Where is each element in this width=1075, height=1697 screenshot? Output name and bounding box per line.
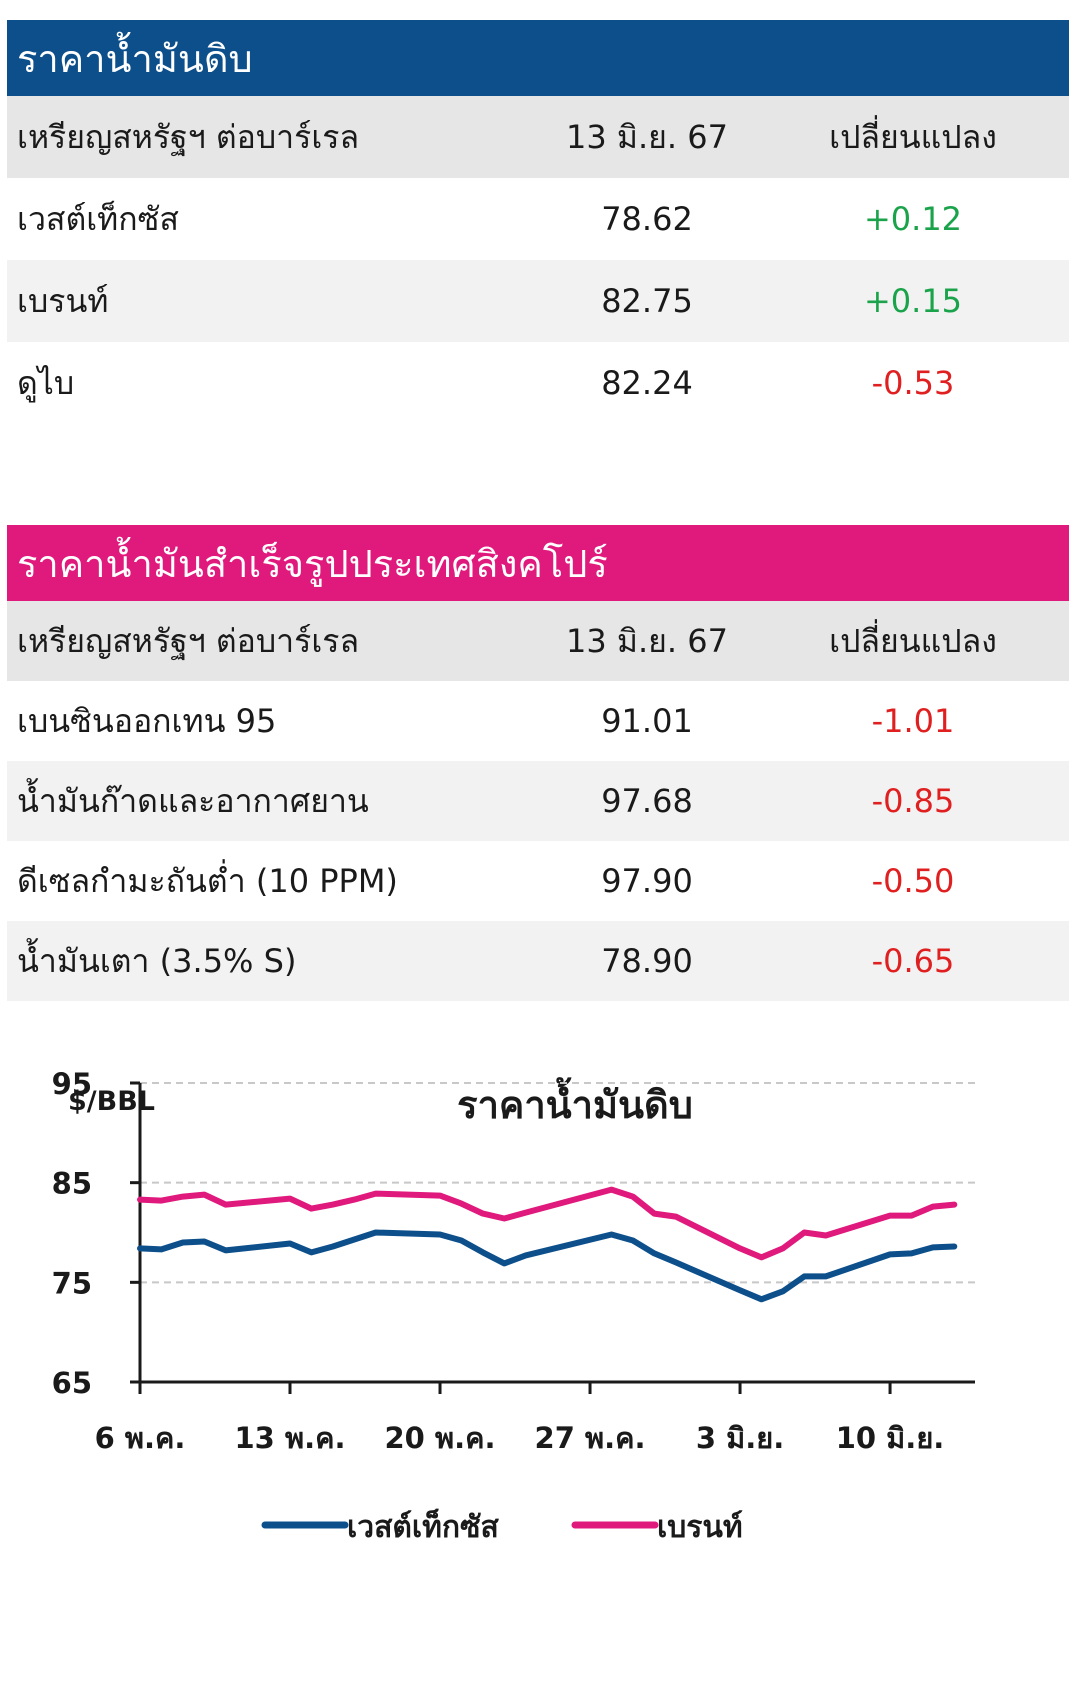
row-change: +0.15: [863, 282, 963, 320]
row-change: -0.65: [871, 942, 955, 980]
chart-axes: 65 75 85 95 6 พ.ค. 13 พ.ค. 20 พ.ค. 27 พ.ค. 3 มิ.…: [52, 1067, 975, 1455]
table-row: เวสต์เท็กซัส 78.62 +0.12: [7, 178, 1069, 260]
row-name: ดีเซลกำมะถันต่ำ (10 PPM): [17, 861, 398, 900]
row-value: 82.24: [601, 364, 693, 402]
row-value: 78.62: [601, 200, 693, 238]
row-value: 82.75: [601, 282, 693, 320]
refined-products-table: ราคาน้ำมันสำเร็จรูปประเทศสิงคโปร์ เหรียญ…: [7, 525, 1069, 1001]
row-change: -1.01: [871, 702, 955, 740]
table-row: ดูไบ 82.24 -0.53: [7, 342, 1069, 424]
crude-table-title: ราคาน้ำมันดิบ: [7, 20, 1069, 96]
row-name: เบนซินออกเทน 95: [17, 701, 277, 740]
row-change: +0.12: [863, 200, 963, 238]
table-row: น้ำมันก๊าดและอากาศยาน 97.68 -0.85: [7, 761, 1069, 841]
header-unit: เหรียญสหรัฐฯ ต่อบาร์เรล: [17, 117, 360, 156]
y-tick-label: 75: [52, 1266, 92, 1300]
header-date: 13 มิ.ย. 67: [566, 621, 728, 660]
products-table-title: ราคาน้ำมันสำเร็จรูปประเทศสิงคโปร์: [7, 525, 1069, 601]
header-date: 13 มิ.ย. 67: [566, 117, 728, 156]
chart-title: ราคาน้ำมันดิบ: [457, 1077, 693, 1127]
x-tick-label: 10 มิ.ย.: [836, 1421, 945, 1455]
y-tick-label: 95: [52, 1067, 92, 1101]
table-row: น้ำมันเตา (3.5% S) 78.90 -0.65: [7, 921, 1069, 1001]
legend-label: เบรนท์: [657, 1510, 743, 1545]
header-unit: เหรียญสหรัฐฯ ต่อบาร์เรล: [17, 621, 360, 660]
row-change: -0.85: [871, 782, 955, 820]
row-change: -0.50: [871, 862, 955, 900]
header-change: เปลี่ยนแปลง: [829, 117, 997, 156]
x-tick-label: 13 พ.ค.: [235, 1421, 346, 1455]
chart-legend: เวสต์เท็กซัส เบรนท์: [261, 1508, 743, 1545]
table-row: เบรนท์ 82.75 +0.15: [7, 260, 1069, 342]
header-change: เปลี่ยนแปลง: [829, 621, 997, 660]
row-name: เวสต์เท็กซัส: [17, 199, 179, 238]
x-tick-label: 20 พ.ค.: [385, 1421, 496, 1455]
row-change: -0.53: [871, 364, 955, 402]
row-value: 97.68: [601, 782, 693, 820]
legend-label: เวสต์เท็กซัส: [347, 1508, 499, 1545]
row-name: ดูไบ: [17, 363, 75, 402]
table-row: ดีเซลกำมะถันต่ำ (10 PPM) 97.90 -0.50: [7, 841, 1069, 921]
row-value: 91.01: [601, 702, 693, 740]
products-table-header: เหรียญสหรัฐฯ ต่อบาร์เรล 13 มิ.ย. 67 เปลี…: [7, 601, 1069, 681]
row-name: น้ำมันเตา (3.5% S): [17, 941, 297, 980]
table-row: เบนซินออกเทน 95 91.01 -1.01: [7, 681, 1069, 761]
series-line-brent: [137, 1186, 958, 1261]
series-lines: [137, 1186, 958, 1303]
row-name: เบรนท์: [17, 281, 109, 320]
row-value: 78.90: [601, 942, 693, 980]
x-tick-label: 3 มิ.ย.: [696, 1421, 784, 1455]
x-tick-label: 6 พ.ค.: [95, 1421, 186, 1455]
y-tick-label: 85: [52, 1167, 92, 1201]
crude-table-header: เหรียญสหรัฐฯ ต่อบาร์เรล 13 มิ.ย. 67 เปลี…: [7, 96, 1069, 178]
series-line-wti: [137, 1229, 958, 1303]
row-value: 97.90: [601, 862, 693, 900]
y-tick-label: 65: [52, 1366, 92, 1400]
crude-oil-table: ราคาน้ำมันดิบ เหรียญสหรัฐฯ ต่อบาร์เรล 13…: [7, 20, 1069, 424]
row-name: น้ำมันก๊าดและอากาศยาน: [17, 781, 369, 820]
x-tick-label: 27 พ.ค.: [535, 1421, 646, 1455]
